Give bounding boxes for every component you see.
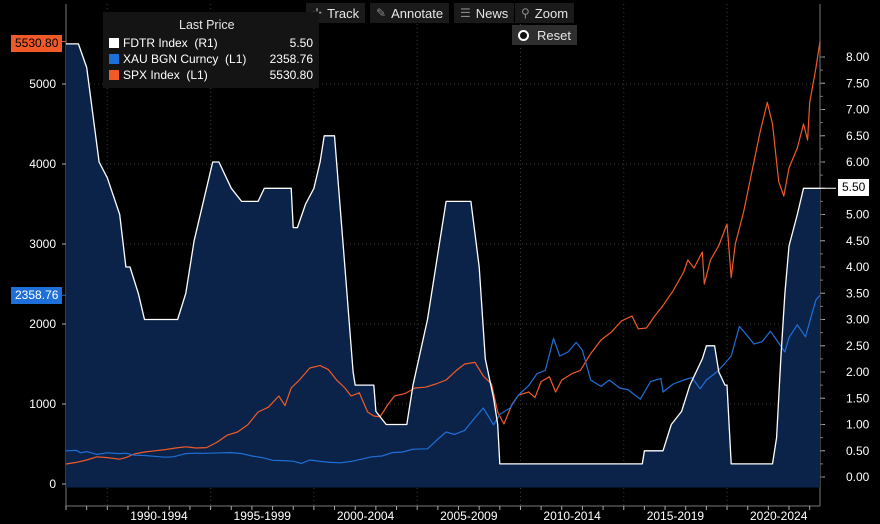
legend-swatch-fdtr bbox=[109, 38, 119, 48]
left-tick-label: 3000 bbox=[29, 237, 56, 251]
legend-value: 5.50 bbox=[289, 36, 313, 50]
right-tick-label: 0.00 bbox=[846, 470, 870, 484]
zoom-label: Zoom bbox=[534, 5, 569, 21]
legend-item-fdtr[interactable]: FDTR Index (R1) 5.50 bbox=[109, 36, 313, 50]
legend-swatch-xau bbox=[109, 54, 119, 64]
x-tick-label: 2015-2019 bbox=[647, 509, 705, 523]
right-tick-label: 7.50 bbox=[846, 76, 870, 90]
track-button[interactable]: ✢ Track bbox=[306, 3, 366, 23]
xau-last-price-tag: 2358.76 bbox=[11, 287, 63, 304]
right-tick-label: 6.00 bbox=[846, 155, 870, 169]
legend-name: XAU BGN Curncy (L1) bbox=[123, 52, 247, 66]
fdtr-last-price-tag: 5.50 bbox=[838, 179, 870, 196]
x-tick-label: 2000-2004 bbox=[337, 509, 395, 523]
reset-icon bbox=[518, 29, 529, 41]
legend-header: Last Price bbox=[179, 18, 235, 32]
track-label: Track bbox=[327, 5, 360, 21]
reset-label: Reset bbox=[537, 27, 571, 43]
left-tick-label: 0 bbox=[49, 477, 56, 491]
right-tick-label: 1.00 bbox=[846, 418, 870, 432]
right-tick-label: 4.50 bbox=[846, 234, 870, 248]
right-tick-label: 0.50 bbox=[846, 444, 870, 458]
news-button[interactable]: ☰ News bbox=[454, 3, 515, 23]
legend-swatch-spx bbox=[109, 70, 119, 80]
fdtr-line bbox=[66, 43, 820, 465]
right-tick-label: 4.00 bbox=[846, 260, 870, 274]
zoom-button[interactable]: ⚲ Zoom bbox=[515, 3, 575, 23]
legend: Last Price FDTR Index (R1) 5.50 XAU BGN … bbox=[103, 12, 319, 88]
x-tick-label: 2010-2014 bbox=[543, 509, 601, 523]
magnifier-icon: ⚲ bbox=[521, 6, 530, 20]
left-tick-label: 5000 bbox=[29, 77, 56, 91]
right-tick-label: 5.00 bbox=[846, 208, 870, 222]
annotate-button[interactable]: ✎ Annotate bbox=[370, 3, 450, 23]
x-tick-label: 2020-2024 bbox=[750, 509, 808, 523]
right-tick-label: 2.50 bbox=[846, 339, 870, 353]
right-tick-label: 6.50 bbox=[846, 129, 870, 143]
legend-item-spx[interactable]: SPX Index (L1) 5530.80 bbox=[109, 68, 313, 82]
legend-item-xau[interactable]: XAU BGN Curncy (L1) 2358.76 bbox=[109, 52, 313, 66]
reset-button[interactable]: Reset bbox=[512, 25, 577, 45]
x-tick-label: 1995-1999 bbox=[234, 509, 292, 523]
right-tick-label: 2.00 bbox=[846, 365, 870, 379]
spx-last-price-tag: 5530.80 bbox=[11, 35, 63, 52]
legend-name: FDTR Index (R1) bbox=[123, 36, 218, 50]
right-tick-label: 3.50 bbox=[846, 286, 870, 300]
right-tick-label: 3.00 bbox=[846, 313, 870, 327]
x-tick-label: 1990-1994 bbox=[130, 509, 188, 523]
legend-value: 2358.76 bbox=[269, 52, 313, 66]
legend-name: SPX Index (L1) bbox=[123, 68, 208, 82]
xau-line bbox=[65, 294, 821, 464]
left-tick-label: 2000 bbox=[29, 317, 56, 331]
annotate-label: Annotate bbox=[391, 5, 444, 21]
pencil-icon: ✎ bbox=[376, 6, 387, 20]
spx-line bbox=[65, 41, 821, 465]
right-tick-label: 7.00 bbox=[846, 103, 870, 117]
right-tick-label: 8.00 bbox=[846, 50, 870, 64]
left-tick-label: 4000 bbox=[29, 157, 56, 171]
news-label: News bbox=[475, 5, 509, 21]
fdtr-area bbox=[66, 43, 820, 488]
left-tick-label: 1000 bbox=[29, 397, 56, 411]
legend-value: 5530.80 bbox=[269, 68, 313, 82]
right-tick-label: 1.50 bbox=[846, 391, 870, 405]
x-tick-label: 2005-2009 bbox=[440, 509, 498, 523]
news-icon: ☰ bbox=[460, 6, 471, 20]
